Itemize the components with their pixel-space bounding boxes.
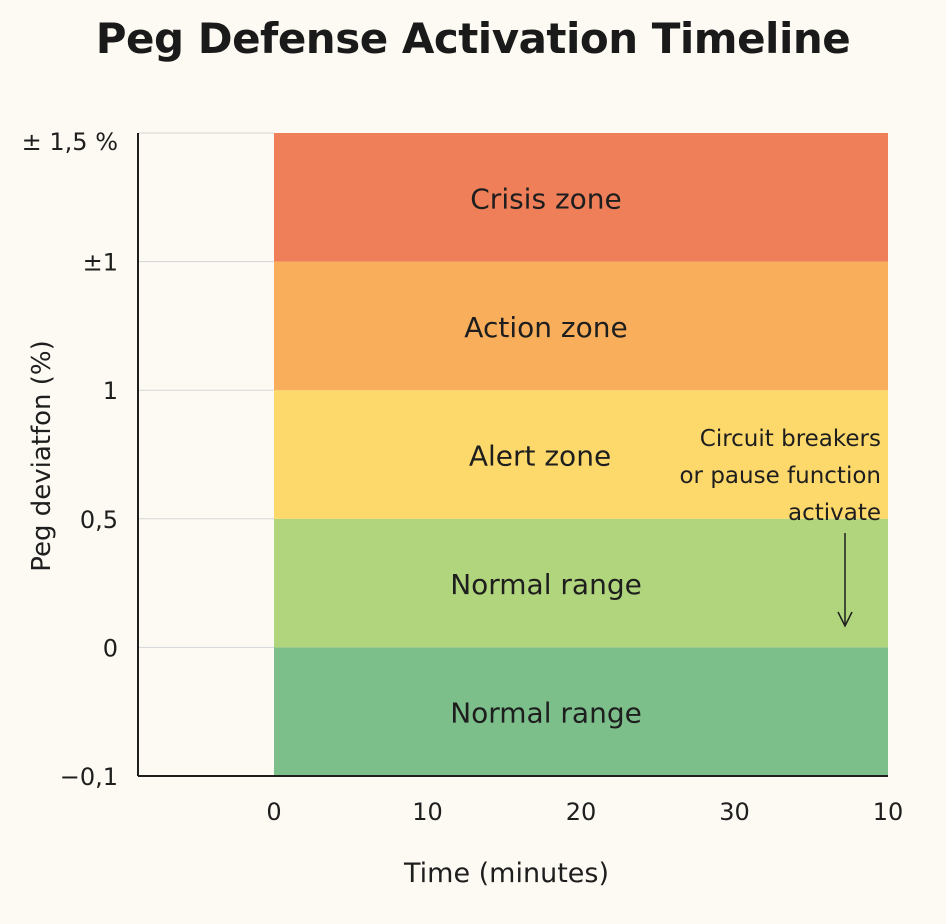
zone-label: Normal range xyxy=(450,697,642,730)
zone-band-2 xyxy=(274,390,888,519)
x-axis-label: Time (minutes) xyxy=(403,858,610,889)
y-tick-label: 0 xyxy=(103,634,118,662)
zone-label: Normal range xyxy=(450,568,642,601)
y-axis-label: Peg deviatfon (%) xyxy=(27,340,57,572)
annotation-text: or pause function xyxy=(679,463,881,489)
x-tick-label: 20 xyxy=(566,798,597,826)
y-tick-label: −0,1 xyxy=(60,763,118,791)
zone-label: Action zone xyxy=(464,311,627,344)
x-tick-label: 30 xyxy=(719,798,750,826)
annotation-arrow-head xyxy=(837,611,853,628)
annotation-text: activate xyxy=(788,500,881,526)
annotation-text: Circuit breakers xyxy=(700,426,881,452)
y-tick-label: ±1 xyxy=(83,249,118,277)
chart-title: Peg Defense Activation Timeline xyxy=(95,14,851,63)
zone-label: Crisis zone xyxy=(470,182,622,215)
x-tick-label: 10 xyxy=(412,798,443,826)
zone-band-3 xyxy=(274,261,888,391)
zone-band-0 xyxy=(274,647,888,776)
zone-band-4 xyxy=(274,133,888,262)
x-tick-label: 0 xyxy=(266,798,281,826)
y-tick-label: ± 1,5 % xyxy=(22,128,118,156)
y-tick-label: 1 xyxy=(103,377,118,405)
y-tick-label: 0,5 xyxy=(80,506,118,534)
x-tick-label: 10 xyxy=(873,798,904,826)
zone-label: Alert zone xyxy=(469,440,611,473)
zone-band-1 xyxy=(274,518,888,648)
